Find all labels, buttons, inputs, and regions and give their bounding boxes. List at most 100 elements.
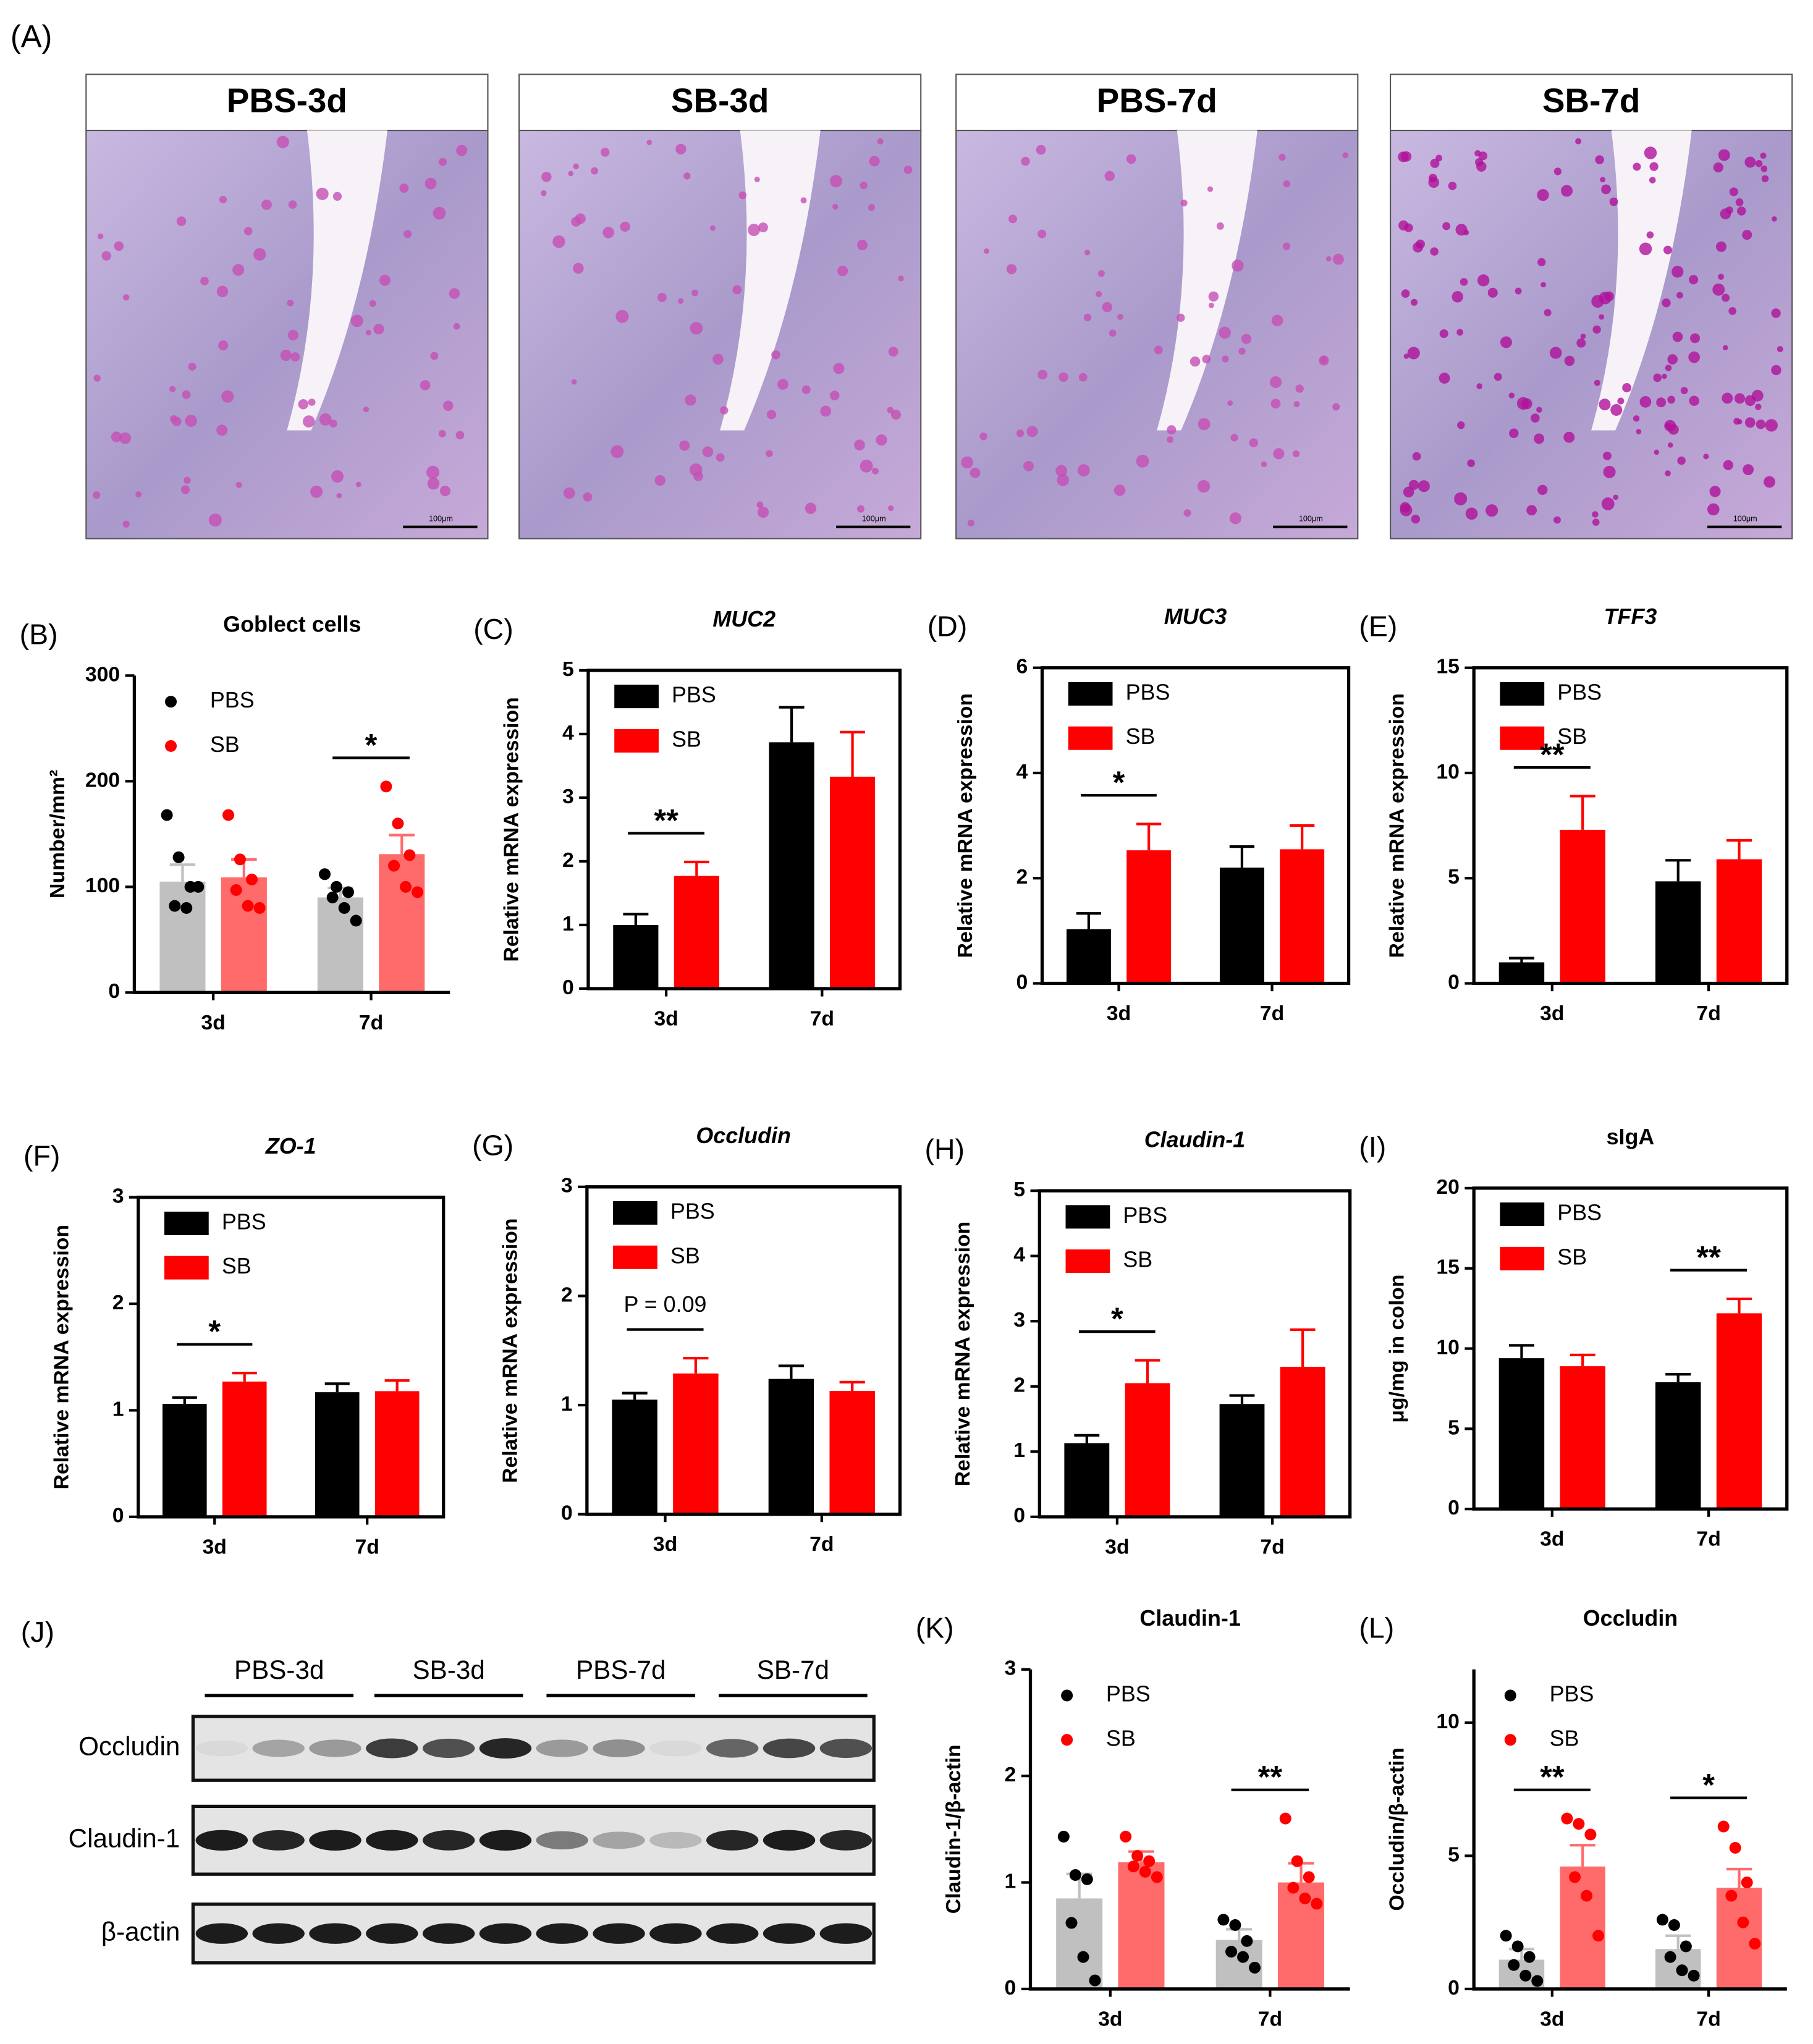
bar: [1498, 962, 1545, 984]
goblet-cell: [1439, 373, 1450, 384]
chart-title: MUC2: [712, 607, 775, 631]
goblet-cell: [1083, 313, 1092, 322]
goblet-cell: [1760, 165, 1768, 172]
goblet-cell: [1662, 373, 1667, 379]
legend-label: PBS: [1557, 680, 1602, 704]
goblet-cell: [1613, 494, 1619, 500]
data-point: [1249, 1961, 1261, 1974]
histology-image: [1390, 130, 1793, 539]
goblet-cell: [1755, 403, 1762, 410]
y-tick-label: 1: [112, 1397, 124, 1421]
goblet-cell: [185, 415, 198, 427]
goblet-cell: [1485, 504, 1498, 517]
goblet-cell: [1197, 479, 1211, 493]
legend-marker: [1500, 1202, 1545, 1227]
x-tick-label: 7d: [1260, 1535, 1284, 1558]
y-tick-label: 6: [1016, 655, 1028, 678]
data-point: [1120, 1830, 1132, 1843]
y-tick-label: 5: [1448, 1416, 1460, 1439]
data-point: [1676, 1964, 1688, 1977]
y-tick-label: 200: [85, 768, 120, 792]
bar: [1125, 1383, 1170, 1517]
goblet-cell: [373, 324, 384, 335]
x-tick-label: 3d: [1105, 1535, 1129, 1558]
goblet-cell: [1456, 329, 1463, 336]
goblet-cell: [287, 299, 294, 306]
panel-label: (L): [1359, 1612, 1394, 1644]
legend-marker: [614, 728, 659, 753]
axis: [586, 669, 902, 990]
goblet-cell: [1219, 326, 1231, 339]
blot-band: [649, 1740, 702, 1757]
goblet-cell: [1411, 298, 1418, 306]
blot-band: [252, 1739, 305, 1757]
data-point: [234, 853, 246, 866]
goblet-cell: [200, 276, 209, 285]
legend-marker: [1068, 682, 1113, 706]
goblet-cell: [1183, 509, 1191, 517]
goblet-cell: [1599, 399, 1611, 411]
goblet-cell: [1021, 156, 1030, 166]
bar: [1118, 1862, 1165, 1989]
error-bar: [1726, 838, 1752, 859]
goblet-cell: [1430, 158, 1440, 168]
goblet-cell: [583, 492, 593, 502]
x-tick-label: 7d: [1696, 1002, 1720, 1025]
goblet-cell: [439, 486, 450, 497]
error-bar: [1074, 1434, 1100, 1443]
goblet-cell: [1764, 476, 1775, 488]
bar: [1066, 929, 1111, 984]
data-point: [1656, 1914, 1668, 1926]
x-tick-label: 7d: [359, 1011, 383, 1034]
bar: [1219, 868, 1264, 984]
data-point: [1500, 1930, 1512, 1942]
goblet-cell: [571, 379, 577, 385]
goblet-cell: [114, 241, 124, 251]
blot-band: [763, 1923, 816, 1944]
y-axis-label: Relative mRNA expression: [49, 1225, 73, 1489]
data-point: [1303, 1871, 1315, 1883]
data-point: [1688, 1969, 1700, 1982]
blot-band: [366, 1738, 418, 1759]
error-bar: [683, 860, 709, 876]
goblet-cell: [1553, 167, 1562, 175]
legend-label: SB: [670, 1243, 700, 1268]
error-bar: [1508, 957, 1534, 963]
goblet-cell: [1715, 241, 1726, 252]
error-bar: [839, 1380, 865, 1392]
legend-label: PBS: [1123, 1203, 1167, 1228]
goblet-cell: [777, 379, 788, 390]
bar: [1655, 1382, 1701, 1510]
goblet-cell: [1096, 290, 1102, 297]
y-tick-label: 15: [1436, 655, 1460, 678]
goblet-cell: [355, 481, 361, 488]
legend-label: PBS: [1557, 1201, 1602, 1225]
histology-image: [955, 130, 1359, 539]
blot-band: [763, 1830, 816, 1851]
axis: [132, 675, 450, 994]
blot-band: [593, 1739, 645, 1757]
goblet-cell: [1216, 222, 1224, 230]
goblet-cell: [1703, 454, 1709, 460]
goblet-cell: [1594, 379, 1600, 386]
goblet-cell: [1325, 256, 1332, 262]
goblet-cell: [350, 315, 363, 327]
blot-band: [422, 1738, 475, 1759]
data-point: [1569, 1871, 1581, 1883]
goblet-cell: [1771, 308, 1781, 318]
goblet-cell: [331, 470, 344, 483]
goblet-cell: [1026, 426, 1038, 437]
goblet-cell: [1190, 356, 1201, 367]
goblet-cell: [1198, 418, 1211, 431]
goblet-cell: [1202, 355, 1211, 364]
legend-marker: [614, 685, 659, 709]
chart-title: ZO-1: [265, 1134, 316, 1159]
goblet-cell: [903, 165, 913, 174]
y-tick-label: 3: [112, 1185, 124, 1208]
goblet-cell: [1448, 182, 1457, 190]
goblet-cell: [1537, 188, 1549, 201]
panel-label: (D): [928, 610, 967, 643]
lumen: [720, 130, 821, 431]
data-point: [1523, 1951, 1536, 1963]
goblet-cell: [1342, 152, 1349, 159]
